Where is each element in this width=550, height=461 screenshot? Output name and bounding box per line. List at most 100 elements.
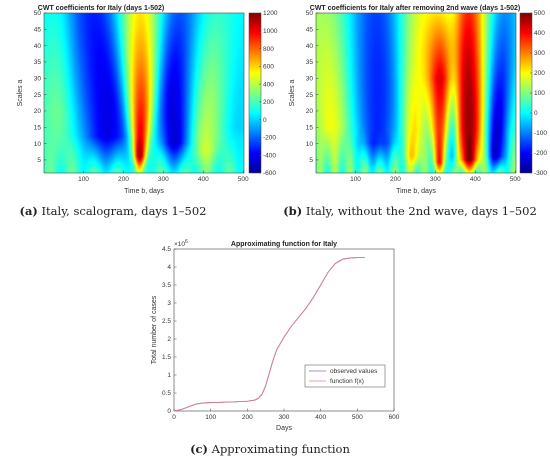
panel-a-colorbar-ticks: 1200 1000 800 600 400 200 0 -200 -400 -600 xyxy=(259,10,278,177)
y-tick-label: 30 xyxy=(34,76,42,83)
panel-b-colorbar-ticks: 500 400 300 200 100 0 -100 -200 -300 xyxy=(530,10,547,177)
x-tick-label: 200 xyxy=(390,176,401,183)
panel-b-heatmap-image xyxy=(316,13,516,173)
colorbar-tick-label: 400 xyxy=(534,30,545,37)
y-tick-label: 20 xyxy=(306,108,314,115)
panel-b-y-ticks: 5 10 15 20 25 30 35 40 45 50 xyxy=(306,10,319,164)
x-tick-label: 300 xyxy=(158,176,169,183)
y-tick-label: 3 xyxy=(167,300,171,307)
colorbar-tick-label: -600 xyxy=(263,170,276,177)
y-tick-label: 5 xyxy=(37,157,41,164)
panel-a-heatmap-image xyxy=(44,13,244,173)
colorbar-tick-label: 0 xyxy=(263,117,267,124)
y-tick-label: 35 xyxy=(306,59,314,66)
y-tick-label: 50 xyxy=(306,10,314,17)
y-tick-label: 10 xyxy=(306,141,314,148)
panel-a-title: CWT coefficients for Italy (days 1-502) xyxy=(38,5,164,12)
colorbar-tick-label: 600 xyxy=(263,64,274,71)
y-tick-label: 0.5 xyxy=(162,390,171,397)
panel-c-y-label: Total number of cases xyxy=(151,295,158,364)
y-tick-label: 25 xyxy=(34,92,42,99)
colorbar-tick-label: 1200 xyxy=(263,10,278,17)
y-tick-label: 45 xyxy=(34,27,42,34)
x-tick-label: 100 xyxy=(205,414,216,421)
y-tick-label: 5 xyxy=(309,157,313,164)
colorbar-tick-label: -400 xyxy=(263,152,276,159)
x-tick-label: 100 xyxy=(350,176,361,183)
y-tick-label: 2.5 xyxy=(162,318,171,325)
legend-label-observed: observed values xyxy=(330,368,378,375)
approx-function-panel: Approximating function for Italy ×106 0 1… xyxy=(151,239,400,456)
x-tick-label: 400 xyxy=(470,176,481,183)
x-tick-label: 500 xyxy=(510,176,521,183)
panel-a-x-label: Time b, days xyxy=(124,188,164,195)
y-tick-label: 40 xyxy=(306,43,314,50)
y-tick-label: 20 xyxy=(34,108,42,115)
panel-b-y-label: Scales a xyxy=(289,79,296,106)
x-tick-label: 300 xyxy=(279,414,290,421)
colorbar-tick-label: 400 xyxy=(263,81,274,88)
panel-b-caption-label: (b) xyxy=(283,204,302,218)
y-tick-label: 30 xyxy=(306,76,314,83)
x-tick-label: 500 xyxy=(238,176,249,183)
panel-a-caption-text: Italy, scalogram, days 1–502 xyxy=(42,204,207,218)
panel-b-heatmap xyxy=(316,13,516,173)
panel-b-x-label: Time b, days xyxy=(396,188,436,195)
panel-a-y-label: Scales a xyxy=(17,79,24,106)
y-tick-label: 15 xyxy=(306,124,314,131)
panel-a-caption-label: (a) xyxy=(20,204,38,218)
x-tick-label: 200 xyxy=(118,176,129,183)
y-tick-label: 4 xyxy=(167,264,171,271)
y-tick-label: 40 xyxy=(34,43,42,50)
y-tick-label: 25 xyxy=(306,92,314,99)
y-tick-label: 1.5 xyxy=(162,354,171,361)
y-tick-label: 4.5 xyxy=(162,246,171,253)
panel-a-heatmap xyxy=(44,13,244,173)
colorbar-tick-label: 1000 xyxy=(263,28,278,35)
y-tick-label: 45 xyxy=(306,27,314,34)
panel-c-caption-text: Approximating function xyxy=(211,442,351,456)
colorbar-tick-label: 0 xyxy=(534,110,538,117)
colorbar-tick-label: 300 xyxy=(534,50,545,57)
y-tick-label: 10 xyxy=(34,141,42,148)
x-tick-label: 500 xyxy=(352,414,363,421)
panel-a-caption: (a) Italy, scalogram, days 1–502 xyxy=(20,204,207,218)
colorbar-tick-label: -300 xyxy=(534,170,547,177)
y-tick-label: 0 xyxy=(167,408,171,415)
x-tick-label: 600 xyxy=(389,414,400,421)
colorbar-tick-label: -200 xyxy=(263,135,276,142)
x-tick-label: 400 xyxy=(198,176,209,183)
panel-a-x-ticks: 100 200 300 400 500 xyxy=(78,170,249,183)
panel-b-caption: (b) Italy, without the 2nd wave, days 1–… xyxy=(283,204,537,218)
colorbar-tick-label: 800 xyxy=(263,46,274,53)
colorbar-tick-label: 500 xyxy=(534,10,545,17)
panel-c-series xyxy=(173,257,365,412)
panel-a-colorbar xyxy=(248,12,262,174)
x-tick-label: 200 xyxy=(242,414,253,421)
x-tick-label: 300 xyxy=(430,176,441,183)
y-tick-label: 15 xyxy=(34,124,42,131)
series-line-function xyxy=(173,257,365,412)
y-tick-label: 1 xyxy=(167,372,171,379)
panel-c-x-label: Days xyxy=(276,425,292,432)
y-tick-label: 35 xyxy=(34,59,42,66)
panel-c-legend: observed values function f(x) xyxy=(304,364,386,388)
x-tick-label: 100 xyxy=(78,176,89,183)
colorbar-tick-label: 100 xyxy=(534,90,545,97)
x-tick-label: 400 xyxy=(315,414,326,421)
x-tick-label: 0 xyxy=(172,414,176,421)
panel-b-x-ticks: 100 200 300 400 500 xyxy=(350,170,521,183)
panel-c-caption: (c) Approximating function xyxy=(190,442,350,456)
y-tick-label: 2 xyxy=(167,336,171,343)
scalogram-panel-a: CWT coefficients for Italy (days 1-502) … xyxy=(17,5,278,218)
colorbar-tick-label: 200 xyxy=(534,70,545,77)
panel-c-y-multiplier: ×106 xyxy=(174,239,188,248)
y-tick-label: 50 xyxy=(34,10,42,17)
panel-c-title: Approximating function for Italy xyxy=(231,241,337,248)
panel-c-y-ticks: 0 0.5 1 1.5 2 2.5 3 3.5 4 4.5 xyxy=(162,246,177,415)
panel-c-caption-label: (c) xyxy=(190,442,208,456)
scalogram-panel-b: CWT coefficients for Italy after removin… xyxy=(283,5,547,218)
panel-c-x-ticks: 0 100 200 300 400 500 600 xyxy=(172,408,400,421)
colorbar-tick-label: 200 xyxy=(263,99,274,106)
